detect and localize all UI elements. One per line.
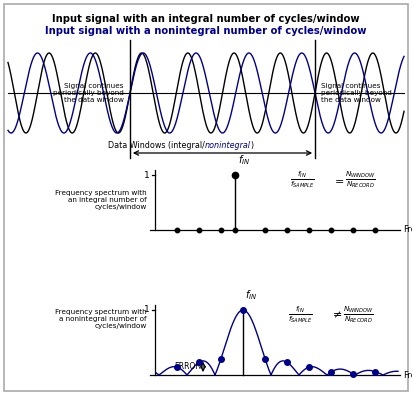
Text: $\neq$: $\neq$ <box>330 310 342 320</box>
Text: Input signal with a nonintegral number of cycles/window: Input signal with a nonintegral number o… <box>45 26 367 36</box>
Text: $\frac{f_{IN}}{f_{SAMPLE}}$: $\frac{f_{IN}}{f_{SAMPLE}}$ <box>290 169 315 190</box>
Text: ERROR: ERROR <box>174 362 201 371</box>
Text: 1: 1 <box>144 305 150 314</box>
Text: Signal continues
periodically beyond
the data window: Signal continues periodically beyond the… <box>53 83 124 103</box>
Text: Frequency spectrum with
a nonintegral number of
cycles/window: Frequency spectrum with a nonintegral nu… <box>55 309 147 329</box>
Text: $f_{IN}$: $f_{IN}$ <box>238 153 250 167</box>
Text: 1: 1 <box>144 171 150 179</box>
Text: $\frac{N_{WINDOW}}{N_{RECORD}}$: $\frac{N_{WINDOW}}{N_{RECORD}}$ <box>345 169 376 190</box>
Text: $=$: $=$ <box>332 175 344 185</box>
Text: Input signal with an integral number of cycles/window: Input signal with an integral number of … <box>52 14 360 24</box>
Text: $\frac{f_{IN}}{f_{SAMPLE}}$: $\frac{f_{IN}}{f_{SAMPLE}}$ <box>288 305 313 325</box>
Text: $\frac{N_{WINDOW}}{N_{RECORD}}$: $\frac{N_{WINDOW}}{N_{RECORD}}$ <box>343 305 374 325</box>
Text: $f_{IN}$: $f_{IN}$ <box>245 288 258 302</box>
Text: Signal continues
periodically beyond
the data window: Signal continues periodically beyond the… <box>321 83 392 103</box>
Text: Frequency: Frequency <box>403 226 412 235</box>
Text: ): ) <box>250 141 254 150</box>
Text: Frequency spectrum with
an integral number of
cycles/window: Frequency spectrum with an integral numb… <box>55 190 147 210</box>
Text: nonintegral: nonintegral <box>204 141 250 150</box>
Text: Data Windows (integral/: Data Windows (integral/ <box>108 141 204 150</box>
Text: Frequency: Frequency <box>403 371 412 380</box>
